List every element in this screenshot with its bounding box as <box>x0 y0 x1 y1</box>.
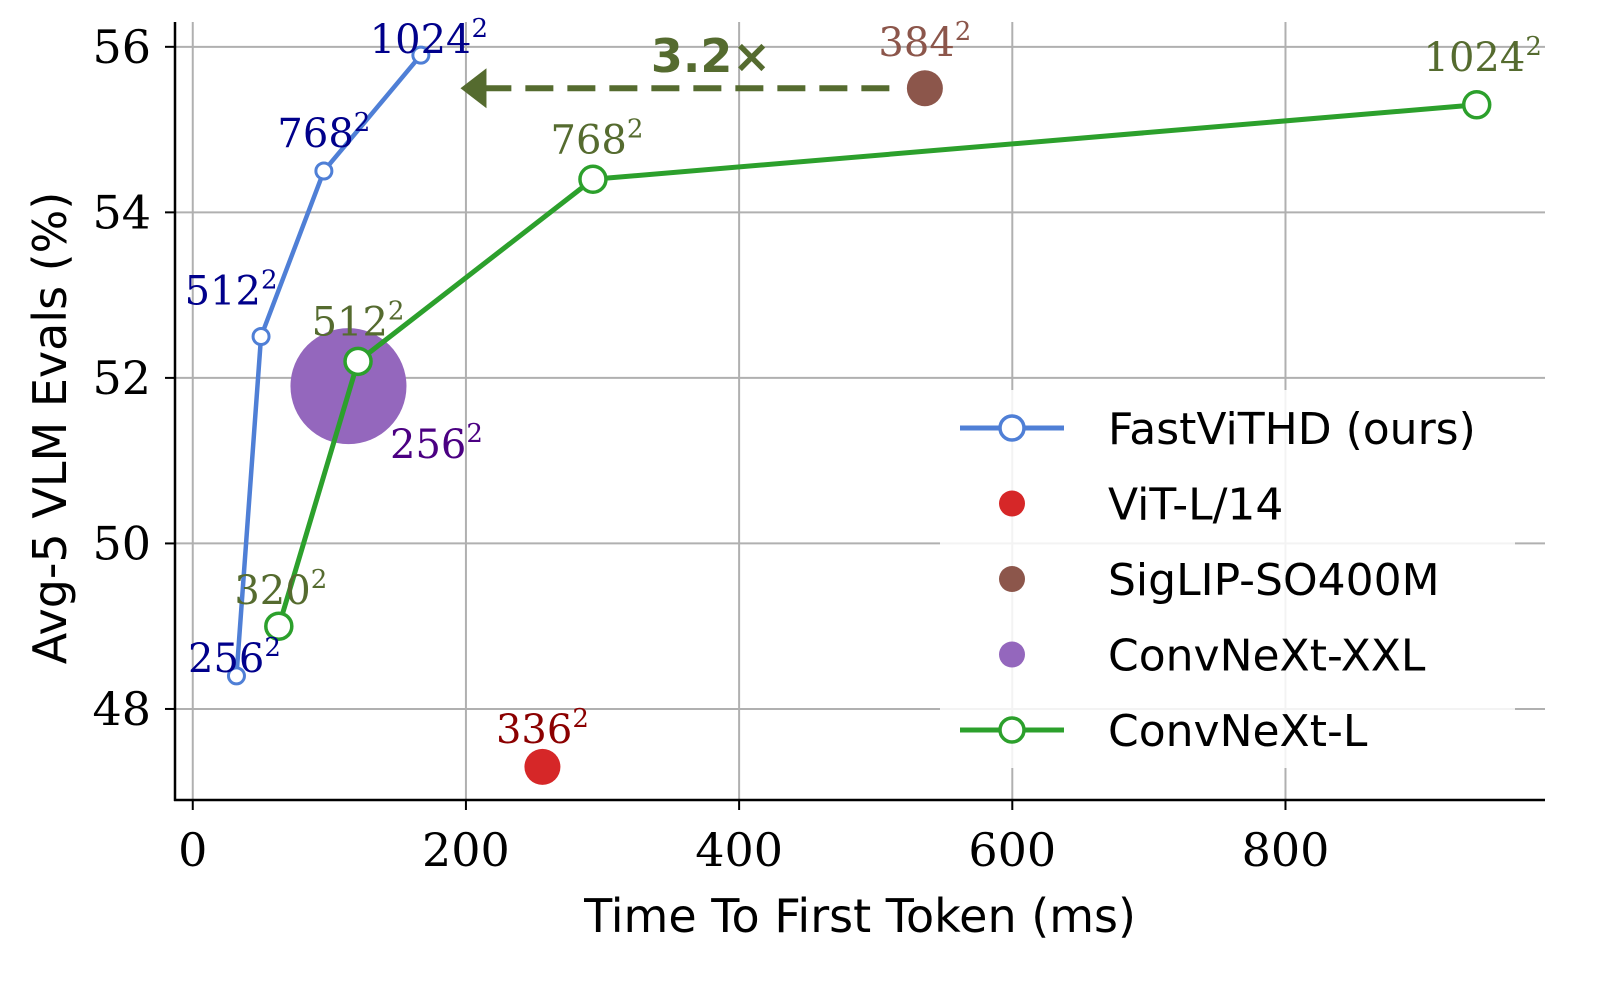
data-label: 3842 <box>878 17 971 66</box>
y-axis-label: Avg-5 VLM Evals (%) <box>23 192 77 665</box>
series-fastvithd-ours <box>226 45 431 686</box>
data-label: 7682 <box>551 114 644 163</box>
y-tick-label: 50 <box>92 516 151 570</box>
legend: FastViTHD (ours) ViT-L/14 SigLIP-SO400M Con… <box>940 390 1515 768</box>
data-label: 2562 <box>390 419 483 468</box>
x-tick-label: 200 <box>422 823 510 877</box>
legend-label: ConvNeXt-L <box>1108 706 1368 757</box>
data-point <box>314 161 334 181</box>
data-label: 7682 <box>277 108 370 157</box>
series-line <box>276 102 1477 627</box>
legend-marker <box>999 641 1025 668</box>
legend-label: FastViTHD (ours) <box>1108 404 1476 455</box>
data-point <box>524 748 561 785</box>
y-tick-label: 54 <box>92 185 151 239</box>
series-siglip-so400m <box>906 70 943 107</box>
data-label: 3202 <box>234 565 327 614</box>
x-tick-label: 800 <box>1242 823 1330 877</box>
plot-area <box>226 45 1492 785</box>
legend-label: ConvNeXt-XXL <box>1108 631 1426 682</box>
data-point <box>1461 90 1492 120</box>
data-label: 5122 <box>312 296 405 345</box>
data-label: 5122 <box>185 266 278 315</box>
data-label: 10242 <box>370 14 488 63</box>
data-point <box>226 666 246 686</box>
series-line <box>234 53 423 677</box>
x-tick-label: 400 <box>695 823 783 877</box>
data-point <box>264 611 294 641</box>
legend-item-convnext-l: ConvNeXt-L <box>960 706 1368 757</box>
y-tick-label: 48 <box>92 682 151 736</box>
legend-label: SigLIP-SO400M <box>1108 555 1440 606</box>
data-point <box>343 346 373 377</box>
data-point <box>578 164 608 195</box>
legend-item-siglip-so400m: SigLIP-SO400M <box>999 555 1440 606</box>
tick-labels: 0 200 400 600 800 48 50 52 54 56 <box>92 20 1329 877</box>
legend-item-convnext-xxl: ConvNeXt-XXL <box>999 631 1426 682</box>
speedup-arrow-head <box>460 68 487 109</box>
legend-box <box>940 390 1515 768</box>
x-tick-label: 600 <box>968 823 1056 877</box>
data-label: 10242 <box>1424 32 1542 81</box>
legend-marker <box>999 490 1025 517</box>
data-label: 2562 <box>188 633 281 682</box>
legend-label: ViT-L/14 <box>1108 480 1283 531</box>
axes <box>165 22 1545 810</box>
x-tick-label: 0 <box>178 823 207 877</box>
speedup-label: 3.2× <box>651 29 771 83</box>
data-point <box>411 45 431 65</box>
legend-marker <box>999 566 1025 592</box>
data-point <box>251 327 271 347</box>
legend-marker <box>998 414 1026 442</box>
data-label: 3362 <box>496 704 589 753</box>
series-convnext-l <box>264 90 1492 641</box>
legend-marker <box>998 716 1026 744</box>
annotations: 2562512276821024233623842256232025122768… <box>185 14 1542 753</box>
x-axis-label: Time To First Token (ms) <box>583 889 1136 943</box>
legend-item-fastvithd-ours: FastViTHD (ours) <box>960 404 1476 455</box>
series-vit-l-14 <box>524 748 561 785</box>
y-tick-label: 56 <box>92 20 151 74</box>
legend-item-vit-l-14: ViT-L/14 <box>999 480 1283 531</box>
data-point <box>906 70 943 107</box>
y-tick-label: 52 <box>92 351 151 405</box>
